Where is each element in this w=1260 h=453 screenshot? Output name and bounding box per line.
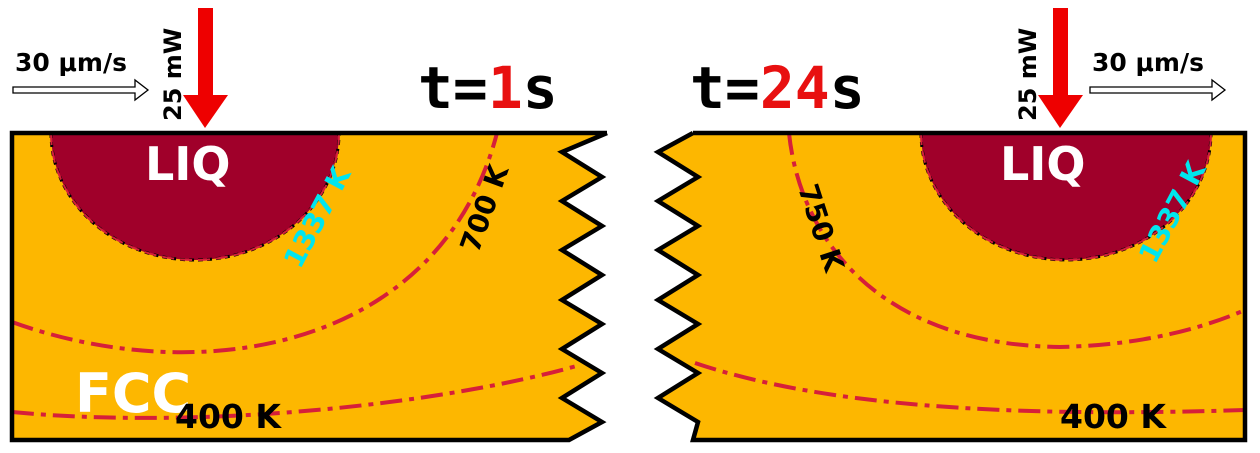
isotherm-400k-left — [12, 363, 581, 420]
laser-arrow-right — [1038, 8, 1083, 128]
scan-speed-label-right: 30 μm/s — [1092, 48, 1204, 77]
laser-arrow-left — [183, 8, 228, 128]
isotherm-400k-right — [694, 361, 1245, 415]
isotherm-label-400k-left: 400 K — [175, 397, 282, 436]
left-panel-border — [9, 130, 608, 443]
right-panel-border — [653, 130, 1248, 443]
liquid-label-right: LIQ — [1000, 137, 1086, 191]
scan-direction-arrow-left — [12, 78, 150, 102]
scan-direction-arrow-right — [1089, 78, 1227, 102]
melt-pool-right — [921, 133, 1211, 260]
solid-label-left: FCC — [75, 362, 191, 425]
right-panel: 30 μm/s 25 mW t=24s LIQ 1337 K 750 K 400… — [653, 8, 1248, 443]
laser-power-label-left: 25 mW — [159, 28, 187, 121]
liquid-label-left: LIQ — [145, 137, 231, 191]
laser-power-label-right: 25 mW — [1014, 28, 1042, 121]
isotherm-label-400k-right: 400 K — [1060, 397, 1167, 436]
time-label-right: t=24s — [690, 54, 865, 122]
isotherm-700k-left — [12, 133, 499, 355]
left-panel: 30 μm/s 25 mW t=1s LIQ FCC 1337 K 700 K … — [9, 8, 608, 443]
scan-speed-label-left: 30 μm/s — [15, 48, 127, 77]
time-label-left: t=1s — [418, 54, 558, 122]
melt-pool-left — [51, 133, 339, 260]
isotherm-750k-right — [787, 133, 1245, 350]
